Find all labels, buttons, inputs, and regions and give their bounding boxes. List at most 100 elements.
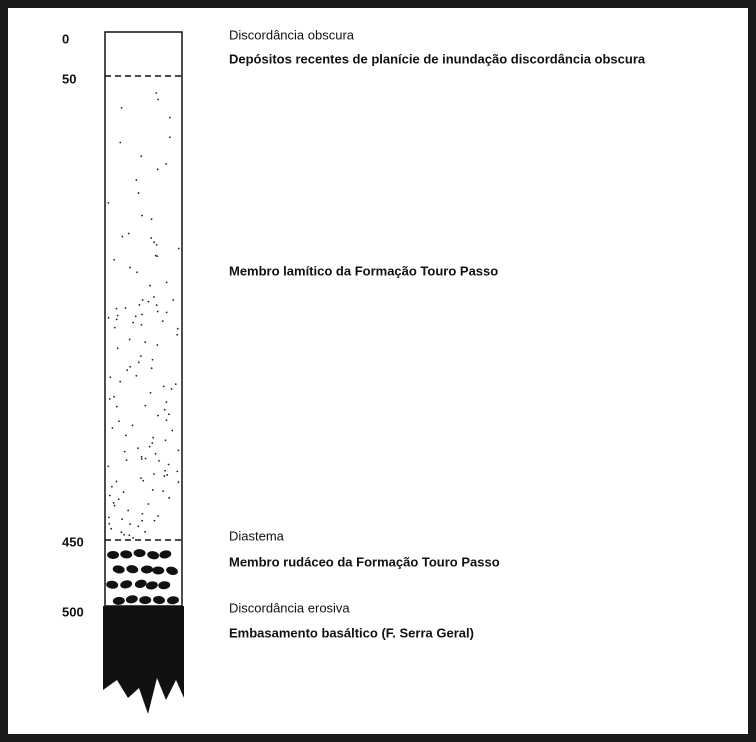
sediment-dot xyxy=(117,347,119,349)
sediment-dot xyxy=(156,255,158,257)
sediment-dot xyxy=(135,179,137,181)
sediment-dot xyxy=(151,367,153,369)
sediment-dot xyxy=(153,473,155,475)
sediment-dot xyxy=(166,312,168,314)
sediment-dot xyxy=(129,267,131,269)
sediment-dot xyxy=(157,515,159,517)
sediment-dot xyxy=(157,311,159,313)
sediment-dot xyxy=(109,376,111,378)
sediment-dot xyxy=(123,491,125,493)
sediment-dot xyxy=(148,301,150,303)
sediment-dot xyxy=(132,322,134,324)
sediment-dot xyxy=(140,155,142,157)
sediment-dot xyxy=(117,315,119,317)
sediment-dot xyxy=(172,299,174,301)
sediment-dot xyxy=(118,498,120,500)
sediment-dot xyxy=(129,339,131,341)
sediment-dot xyxy=(112,427,114,429)
annotation: Membro lamítico da Formação Touro Passo xyxy=(229,263,498,278)
sediment-dot xyxy=(157,99,159,101)
sediment-dot xyxy=(116,481,118,483)
sediment-dot xyxy=(125,307,127,309)
sediment-dot xyxy=(139,304,141,306)
sediment-dot xyxy=(142,299,144,301)
sediment-dot xyxy=(141,513,143,515)
sediment-dot xyxy=(177,328,179,330)
sediment-dot xyxy=(129,366,131,368)
sediment-dot xyxy=(111,486,113,488)
sediment-dot xyxy=(176,470,178,472)
sediment-dot xyxy=(152,359,154,361)
sediment-dot xyxy=(147,503,149,505)
sediment-dot xyxy=(126,459,128,461)
sediment-dot xyxy=(127,510,129,512)
sediment-dot xyxy=(178,248,180,250)
sediment-dot xyxy=(171,430,173,432)
sediment-dot xyxy=(141,520,143,522)
sediment-dot xyxy=(140,355,142,357)
sediment-dot xyxy=(137,447,139,449)
sediment-dot xyxy=(171,388,173,390)
depth-label: 50 xyxy=(62,71,76,86)
sediment-dot xyxy=(153,296,155,298)
sediment-dot xyxy=(116,406,118,408)
sediment-dot xyxy=(165,401,167,403)
sediment-dot xyxy=(164,470,166,472)
sediment-dot xyxy=(125,434,127,436)
sediment-dot xyxy=(165,163,167,165)
sediment-dot xyxy=(132,537,134,539)
sediment-dot xyxy=(144,405,146,407)
sediment-dot xyxy=(132,425,134,427)
sediment-dot xyxy=(119,142,121,144)
sediment-dot xyxy=(156,344,158,346)
sediment-dot xyxy=(107,465,109,467)
depth-label: 500 xyxy=(62,604,84,619)
sediment-dot xyxy=(145,458,147,460)
sediment-dot xyxy=(126,369,128,371)
annotation: Depósitos recentes de planície de inunda… xyxy=(229,51,646,66)
sediment-dot xyxy=(156,244,158,246)
sediment-dot xyxy=(166,474,168,476)
sediment-dot xyxy=(121,107,123,109)
sediment-dot xyxy=(114,505,116,507)
annotation: Diastema xyxy=(229,528,285,543)
sediment-dot xyxy=(119,381,121,383)
sediment-dot xyxy=(169,136,171,138)
sediment-dot xyxy=(156,304,158,306)
sediment-dot xyxy=(168,497,170,499)
depth-label: 450 xyxy=(62,534,84,549)
sediment-dot xyxy=(176,334,178,336)
annotation: Membro rudáceo da Formação Touro Passo xyxy=(229,554,500,569)
sediment-dot xyxy=(109,495,111,497)
sediment-dot xyxy=(121,236,123,238)
sediment-dot xyxy=(113,259,115,261)
sediment-dot xyxy=(144,531,146,533)
sediment-dot xyxy=(129,523,131,525)
sediment-dot xyxy=(163,475,165,477)
sediment-dot xyxy=(142,480,144,482)
sediment-dot xyxy=(163,386,165,388)
sediment-dot xyxy=(123,534,125,536)
sediment-dot xyxy=(150,392,152,394)
sediment-dot xyxy=(124,451,126,453)
sediment-dot xyxy=(113,502,115,504)
sediment-dot xyxy=(138,192,140,194)
sediment-dot xyxy=(155,453,157,455)
sediment-dot xyxy=(113,396,115,398)
sediment-dot xyxy=(110,528,112,530)
sediment-dot xyxy=(152,489,154,491)
sediment-dot xyxy=(108,317,110,319)
sediment-dot xyxy=(108,517,110,519)
sediment-dot xyxy=(140,477,142,479)
sediment-dot xyxy=(141,314,143,316)
sediment-dot xyxy=(107,202,109,204)
annotation: Embasamento basáltico (F. Serra Geral) xyxy=(229,625,474,640)
sediment-dot xyxy=(116,318,118,320)
pebble xyxy=(107,551,119,559)
sediment-dot xyxy=(116,308,118,310)
sediment-dot xyxy=(168,413,170,415)
sediment-dot xyxy=(121,531,123,533)
sediment-dot xyxy=(175,383,177,385)
sediment-dot xyxy=(157,415,159,417)
sediment-dot xyxy=(149,285,151,287)
